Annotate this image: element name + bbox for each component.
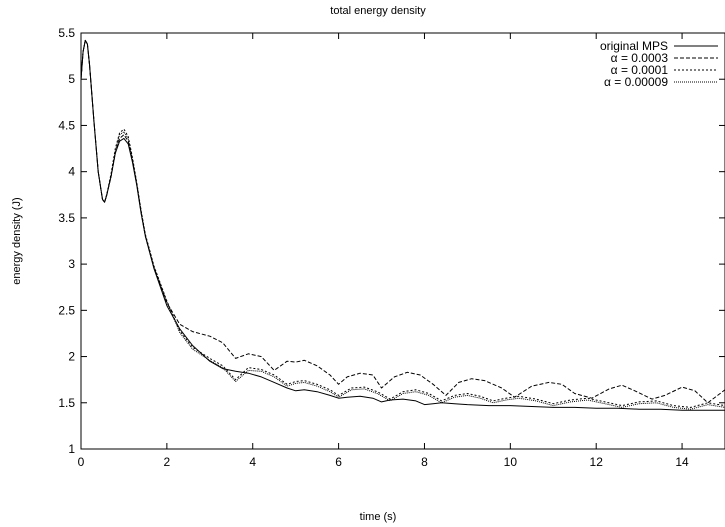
y-tick-label: 2.5 — [58, 303, 75, 317]
y-axis-label: energy density (J) — [11, 197, 23, 284]
legend-label-0: original MPS — [600, 39, 668, 53]
y-tick-label: 3 — [68, 257, 75, 271]
x-tick-label: 8 — [421, 455, 428, 469]
x-tick-label: 10 — [504, 455, 518, 469]
x-tick-label: 12 — [590, 455, 604, 469]
series-line-3 — [81, 39, 725, 410]
x-axis-label: time (s) — [360, 511, 397, 523]
plot-frame — [80, 32, 725, 450]
x-tick-label: 14 — [675, 455, 689, 469]
y-tick-label: 4.5 — [58, 118, 75, 132]
legend-label-3: α = 0.00009 — [604, 75, 668, 89]
y-tick-label: 1 — [68, 442, 75, 456]
y-tick-label: 5.5 — [58, 26, 75, 40]
series-layer — [81, 39, 725, 411]
x-tick-label: 6 — [335, 455, 342, 469]
x-tick-label: 2 — [164, 455, 171, 469]
y-tick-label: 2 — [68, 350, 75, 364]
y-tick-label: 1.5 — [58, 396, 75, 410]
x-tick-label: 4 — [249, 455, 256, 469]
legend-label-2: α = 0.0001 — [611, 63, 669, 77]
series-line-2 — [81, 39, 725, 408]
y-tick-label: 4 — [68, 165, 75, 179]
y-tick-label: 3.5 — [58, 211, 75, 225]
x-tick-label: 0 — [78, 455, 85, 469]
y-tick-label: 5 — [68, 72, 75, 86]
series-line-0 — [81, 39, 725, 411]
chart-title: total energy density — [330, 5, 426, 17]
legend-label-1: α = 0.0003 — [611, 51, 669, 65]
series-line-1 — [81, 39, 725, 404]
axis-ticks: 0 2 4 6 8 10 12 14 1 1.5 2 2.5 3 3.5 4 4.5 5 5.5 — [58, 26, 725, 469]
